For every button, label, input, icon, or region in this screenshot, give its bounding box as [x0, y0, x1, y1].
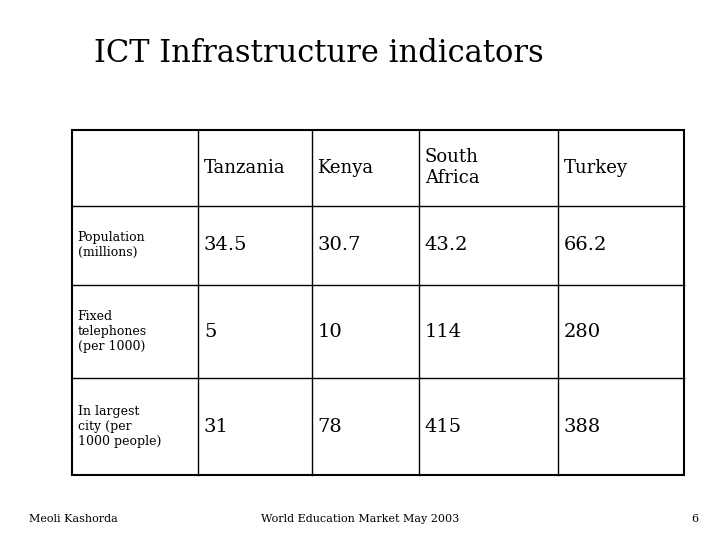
- Text: 30.7: 30.7: [318, 237, 361, 254]
- Text: Tanzania: Tanzania: [204, 159, 286, 177]
- Text: 10: 10: [318, 323, 342, 341]
- Text: 66.2: 66.2: [564, 237, 607, 254]
- Text: 5: 5: [204, 323, 216, 341]
- Text: In largest
city (per
1000 people): In largest city (per 1000 people): [78, 406, 161, 448]
- Text: 388: 388: [564, 418, 600, 436]
- Text: Meoli Kashorda: Meoli Kashorda: [29, 514, 117, 524]
- Text: Turkey: Turkey: [564, 159, 628, 177]
- Text: World Education Market May 2003: World Education Market May 2003: [261, 514, 459, 524]
- Text: 31: 31: [204, 418, 229, 436]
- Text: 6: 6: [691, 514, 698, 524]
- Text: 114: 114: [425, 323, 462, 341]
- Text: 78: 78: [318, 418, 342, 436]
- Text: South
Africa: South Africa: [425, 148, 480, 187]
- Text: 280: 280: [564, 323, 600, 341]
- Text: 415: 415: [425, 418, 462, 436]
- Bar: [72, 130, 684, 475]
- Text: Population
(millions): Population (millions): [78, 231, 145, 259]
- Text: ICT Infrastructure indicators: ICT Infrastructure indicators: [94, 38, 544, 69]
- Text: 43.2: 43.2: [425, 237, 468, 254]
- Text: Kenya: Kenya: [318, 159, 374, 177]
- Text: Fixed
telephones
(per 1000): Fixed telephones (per 1000): [78, 310, 147, 353]
- Text: 34.5: 34.5: [204, 237, 248, 254]
